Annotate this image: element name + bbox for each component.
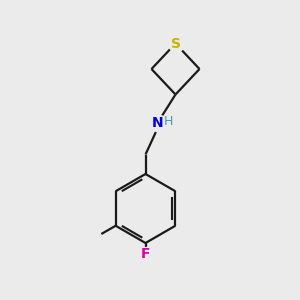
Text: H: H	[164, 115, 174, 128]
Text: S: S	[170, 37, 181, 50]
Text: F: F	[141, 248, 150, 261]
Text: N: N	[152, 116, 163, 130]
